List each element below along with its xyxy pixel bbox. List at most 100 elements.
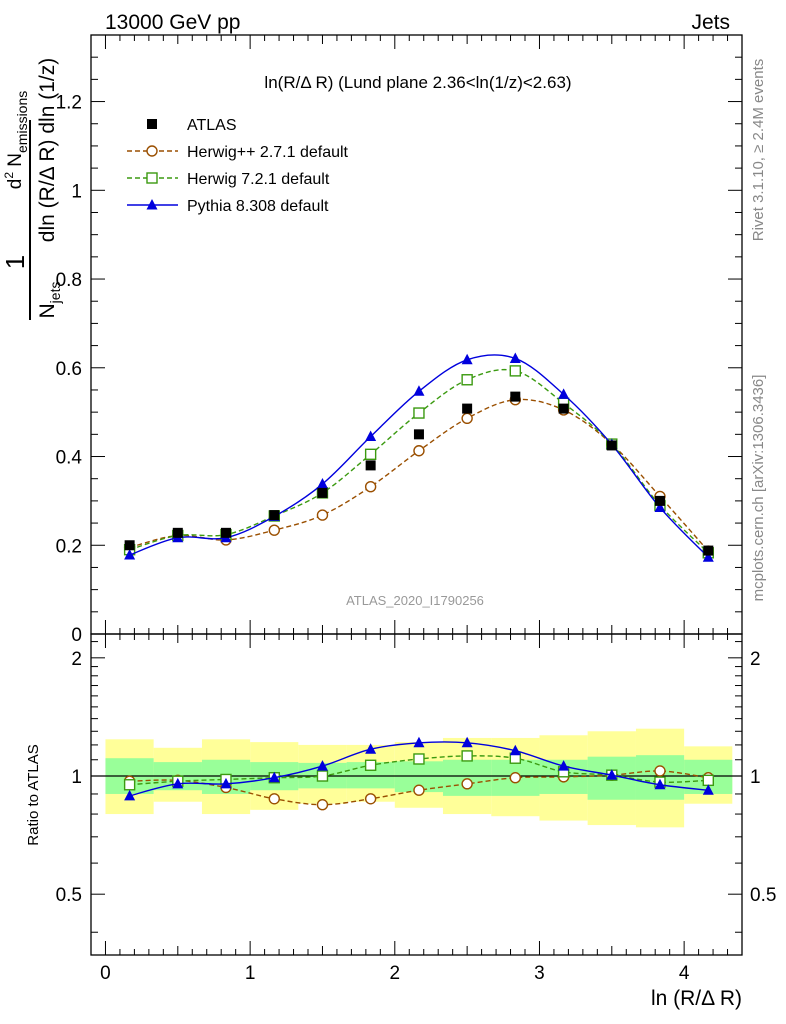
- point-atlas-5: [317, 487, 328, 498]
- legend-label-herwigpp: Herwig++ 2.7.1 default: [187, 144, 349, 161]
- point-atlas-7: [413, 429, 424, 440]
- point-pythia-5: [316, 478, 328, 489]
- legend-marker-herwig7: [146, 172, 158, 184]
- point-pythia-9: [509, 352, 521, 363]
- legend-item-herwigpp: Herwig++ 2.7.1 default: [127, 144, 349, 161]
- legend-item-atlas: ATLAS: [147, 117, 237, 134]
- x-tick-label: 3: [534, 963, 545, 984]
- svg-text:Njets: Njets: [36, 282, 63, 319]
- y-tick-label: 0: [71, 625, 82, 646]
- point-pythia-7: [413, 385, 425, 396]
- ratio-plot-frame: [90, 633, 743, 956]
- point-pythia-10: [558, 388, 570, 399]
- point-pythia-6: [365, 430, 377, 442]
- ratio-y-tick-label-right: 2: [750, 649, 761, 670]
- ratio-point-pythia-11: [606, 769, 618, 780]
- point-atlas-6: [365, 460, 376, 471]
- svg-text:d2 Nemissions: d2 Nemissions: [2, 91, 30, 190]
- point-atlas-9: [510, 391, 521, 402]
- point-herwigpp-6: [364, 480, 377, 493]
- ratio-point-herwigpp-7: [413, 784, 425, 796]
- point-pythia-1: [124, 549, 136, 560]
- point-atlas-10: [558, 403, 569, 414]
- ratio-point-herwig7-1: [123, 779, 136, 791]
- legend: ATLAS Herwig++ 2.7.1 default Herwig 7.2.1 …: [127, 117, 349, 215]
- ratio-y-tick-label: 0.5: [56, 885, 82, 906]
- ratio-point-pythia-2: [172, 777, 184, 789]
- point-atlas-8: [462, 403, 473, 414]
- ratio-point-herwigpp-9: [509, 772, 522, 784]
- main-y-axis-label: 1 d2 Nemissions dln (R/Δ R) dln (1/z) Nj…: [0, 58, 63, 320]
- legend-label-atlas: ATLAS: [187, 117, 237, 134]
- point-herwigpp-5: [316, 509, 329, 521]
- watermark-label: ATLAS_2020_I1790256: [346, 593, 484, 608]
- legend-item-pythia: Pythia 8.308 default: [127, 198, 329, 215]
- ratio-point-pythia-3: [220, 777, 232, 789]
- ratio-point-herwigpp-12: [654, 765, 666, 777]
- x-tick-label: 1: [245, 963, 256, 984]
- header-left-label: 13000 GeV pp: [105, 11, 240, 34]
- y-tick-label: 1: [71, 181, 82, 202]
- ratio-point-pythia-8: [461, 736, 473, 748]
- svg-text:1: 1: [0, 255, 30, 269]
- legend-label-pythia: Pythia 8.308 default: [187, 198, 329, 215]
- side-label-mcplots: mcplots.cern.ch [arXiv:1306.3436]: [750, 375, 767, 602]
- ratio-point-pythia-9: [509, 744, 521, 756]
- ratio-point-herwig7-8: [461, 750, 473, 762]
- point-herwig7-6: [364, 448, 377, 460]
- point-herwigpp-4: [268, 524, 280, 536]
- point-atlas-4: [269, 510, 280, 521]
- x-tick-label: 4: [679, 963, 690, 984]
- x-tick-label: 2: [390, 963, 401, 984]
- legend-item-herwig7: Herwig 7.2.1 default: [127, 171, 330, 188]
- point-herwig7-9: [509, 365, 522, 377]
- point-pythia-13: [702, 551, 714, 562]
- axis-ticks: 0 1 2 3 4 0 0.2 0.4 0.6 0.8 1 1.2 0.5 0.5 1 1 2 2: [56, 34, 776, 984]
- ratio-point-pythia-12: [654, 778, 666, 790]
- svg-text:dln (R/Δ R) dln (1/z): dln (R/Δ R) dln (1/z): [36, 58, 59, 242]
- point-atlas-13: [703, 545, 714, 556]
- point-atlas-2: [172, 527, 183, 538]
- point-atlas-1: [124, 540, 135, 551]
- axes-frames: [90, 34, 743, 956]
- y-tick-label: 0.8: [56, 270, 82, 291]
- ratio-point-pythia-10: [558, 760, 570, 771]
- ratio-point-herwigpp-8: [461, 778, 473, 790]
- ratio-point-pythia-13: [702, 784, 714, 795]
- ratio-point-herwigpp-6: [364, 793, 377, 805]
- series-line-herwig7: [129, 368, 709, 554]
- point-atlas-3: [220, 527, 231, 538]
- ratio-point-pythia-6: [365, 743, 377, 754]
- ratio-y-axis-label: Ratio to ATLAS: [25, 744, 42, 845]
- legend-marker-atlas: [147, 119, 157, 129]
- ratio-y-tick-label: 1: [71, 767, 82, 788]
- point-herwigpp-8: [461, 412, 473, 425]
- ratio-point-pythia-4: [268, 771, 280, 783]
- legend-marker-pythia: [146, 199, 158, 210]
- series-line-herwigpp: [129, 398, 709, 552]
- ratio-series-group: [123, 736, 714, 811]
- ratio-point-pythia-1: [124, 789, 136, 801]
- point-pythia-12: [654, 501, 666, 513]
- ratio-y-tick-label-right: 1: [750, 767, 761, 788]
- chart-title: ln(R/Δ R) (Lund plane 2.36<ln(1/z)<2.63): [264, 73, 571, 92]
- legend-label-herwig7: Herwig 7.2.1 default: [187, 171, 330, 188]
- x-axis-label: ln (R/Δ R): [651, 987, 742, 1010]
- y-tick-label: 1.2: [56, 93, 82, 114]
- ratio-point-herwig7-5: [316, 770, 329, 782]
- ratio-band-inner-bin-8: [442, 759, 492, 796]
- side-label-rivet: Rivet 3.1.10, ≥ 2.4M events: [750, 59, 767, 242]
- y-tick-label: 0.6: [56, 359, 82, 380]
- ratio-point-herwigpp-4: [268, 793, 280, 805]
- point-atlas-12: [654, 495, 665, 506]
- ratio-y-tick-label-right: 0.5: [750, 885, 776, 906]
- point-herwigpp-7: [413, 445, 425, 457]
- ratio-y-tick-label: 2: [71, 649, 82, 670]
- point-herwig7-8: [461, 374, 473, 386]
- ratio-point-herwig7-13: [702, 774, 714, 787]
- y-tick-label: 0.4: [56, 448, 83, 469]
- x-tick-label: 0: [100, 963, 111, 984]
- main-series-group: [123, 352, 714, 562]
- point-pythia-8: [461, 353, 473, 365]
